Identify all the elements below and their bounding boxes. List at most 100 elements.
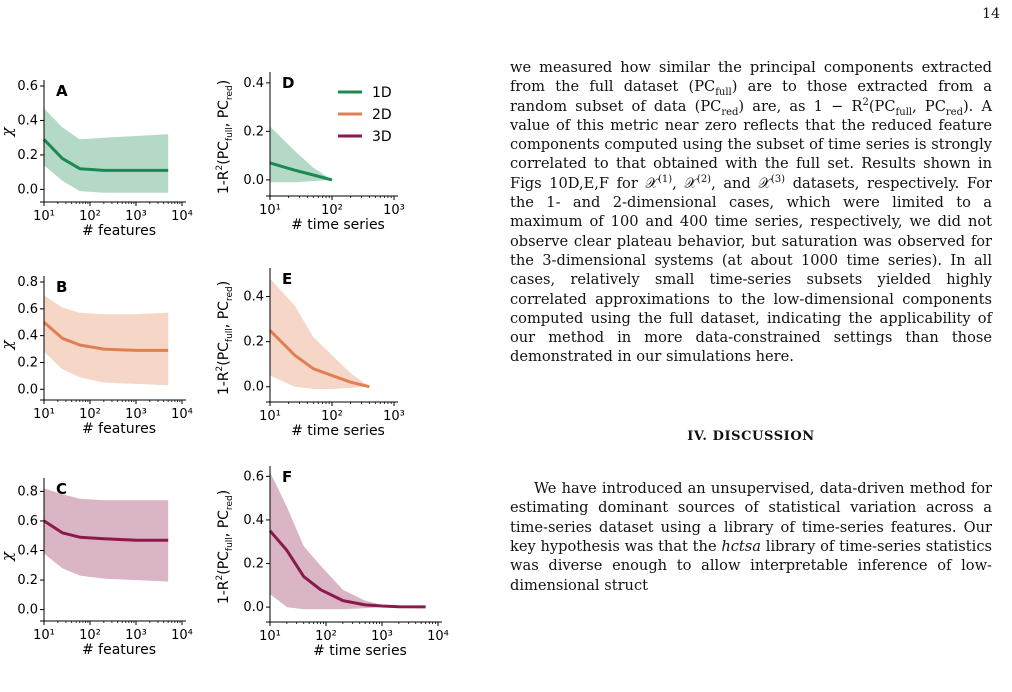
panel-b-xtick-label: 10²	[79, 407, 101, 422]
ylabel-part: , PC	[216, 510, 232, 537]
panel-f-ytick-label: 0.2	[243, 557, 264, 572]
panel-f-xtick-label: 10²	[315, 629, 337, 644]
panel-a-ytick-label: 0.0	[17, 182, 38, 197]
panel-a-xtick-label: 10¹	[33, 209, 55, 224]
panel-b-ytick-label: 0.4	[17, 329, 38, 344]
panel-c-letter: C	[56, 480, 67, 498]
panel-e-series-line	[268, 329, 370, 389]
panel-c-ytick-label: 0.6	[17, 514, 38, 529]
legend-label-3d: 3D	[372, 129, 392, 145]
panel-f-xtick-label: 10¹	[259, 629, 281, 644]
panel-b-xtick-label: 10⁴	[171, 407, 193, 422]
panel-b-xtick-label: 10¹	[33, 407, 55, 422]
panel-d-xlabel: # time series	[291, 217, 385, 233]
panel-e-xtick-label: 10²	[321, 409, 343, 424]
legend-label-2d: 2D	[372, 107, 392, 123]
ylabel-part: red	[225, 85, 235, 100]
panel-f-ytick-label: 0.6	[243, 469, 264, 484]
panel-a-ylabel: χ	[0, 127, 16, 138]
panel-d-ylabel: 1-R2​(PCfull​, PCred​)	[215, 80, 235, 194]
ylabel-part: , PC	[216, 100, 232, 127]
panel-d-series-line	[269, 161, 333, 182]
panel-e-letter: E	[282, 270, 292, 288]
ylabel-part: , PC	[216, 301, 232, 328]
panel-c-xtick-label: 10²	[79, 628, 101, 643]
legend-label-1d: 1D	[372, 85, 392, 101]
panel-a-xlabel: # features	[82, 223, 156, 239]
panel-f-ytick-label: 0.4	[243, 513, 264, 528]
panel-d-error-band	[270, 126, 332, 183]
panel-b-ytick-label: 0.6	[17, 302, 38, 317]
section-heading-discussion: IV. DISCUSSION	[687, 428, 815, 444]
panel-a-ytick-label: 0.2	[17, 148, 38, 163]
panel-e-ytick-label: 0.4	[243, 290, 264, 305]
ylabel-part: 2	[215, 575, 225, 581]
panel-c-ytick-label: 0.2	[17, 573, 38, 588]
ylabel-part: (PC	[216, 141, 232, 165]
panel-a-xtick-label: 10³	[125, 209, 147, 224]
panel-e-ylabel: 1-R2​(PCfull​, PCred​)	[215, 281, 235, 395]
panel-f-xtick-label: 10⁴	[427, 629, 449, 644]
ylabel-part: 1-R	[216, 170, 232, 194]
panel-a-xtick-label: 10²	[79, 209, 101, 224]
panel-c-ytick-label: 0.0	[17, 603, 38, 618]
panel-b-ytick-label: 0.2	[17, 355, 38, 370]
panel-b-error-band	[44, 295, 169, 386]
panel-e-ytick-label: 0.0	[243, 380, 264, 395]
text-column: we measured how similar the principal co…	[510, 58, 992, 595]
panel-f-xlabel: # time series	[313, 643, 407, 659]
panel-c-series-line	[43, 519, 169, 542]
ylabel-part: red	[225, 286, 235, 301]
ylabel-part: )	[216, 80, 232, 85]
panel-f-error-band	[270, 472, 426, 610]
ylabel-part: full	[225, 537, 235, 551]
ylabel-part: (PC	[216, 342, 232, 366]
panel-b-ylabel: χ	[0, 340, 16, 351]
panel-c-xtick-label: 10⁴	[171, 628, 193, 643]
figure-svg: 0.0 0.2 0.4 0.6 10¹ 10² 10³ 10⁴ # features A 0.0 0.…	[0, 72, 449, 659]
panel-c-xlabel: # features	[82, 642, 156, 658]
panel-d-xtick-label: 10³	[383, 203, 405, 218]
panel-b-series-line	[43, 321, 169, 352]
panel-d-ytick-label: 0.2	[243, 124, 264, 139]
panel-a-letter: A	[56, 82, 68, 100]
panel-f-series-line	[268, 529, 426, 609]
ylabel-part: red	[225, 495, 235, 510]
panel-d-xtick-label: 10²	[321, 203, 343, 218]
ylabel-part: full	[225, 328, 235, 342]
panel-c-xtick-label: 10³	[125, 628, 147, 643]
ylabel-part: 1-R	[216, 371, 232, 395]
panel-b-xtick-label: 10³	[125, 407, 147, 422]
ylabel-part: 1-R	[216, 580, 232, 604]
ylabel-part: )	[216, 490, 232, 495]
panel-f-ylabel: 1-R2​(PCfull​, PCred​)	[215, 490, 235, 604]
panel-c-xtick-label: 10¹	[33, 628, 55, 643]
panel-c-ytick-label: 0.8	[17, 484, 38, 499]
paragraph-discussion: We have introduced an unsupervised, data…	[510, 480, 992, 594]
panel-d-ytick-label: 0.0	[243, 173, 264, 188]
panel-f-letter: F	[282, 468, 292, 486]
ylabel-part: (PC	[216, 551, 232, 575]
panel-f-ytick-label: 0.0	[243, 600, 264, 615]
panel-b-letter: B	[56, 278, 67, 296]
ylabel-part: )	[216, 281, 232, 286]
panel-d-ytick-label: 0.4	[243, 76, 264, 91]
panel-a-series-line	[42, 138, 169, 172]
panel-a-ytick-label: 0.4	[17, 113, 38, 128]
paragraph-results: we measured how similar the principal co…	[510, 59, 992, 366]
panel-b-xlabel: # features	[82, 421, 156, 437]
panel-d-xtick-label: 10¹	[259, 203, 281, 218]
page-number: 14	[982, 6, 1000, 22]
panel-e-xlabel: # time series	[291, 423, 385, 439]
ylabel-part: full	[225, 127, 235, 141]
figure-10: 0.0 0.2 0.4 0.6 10¹ 10² 10³ 10⁴ # features A 0.0 0.…	[0, 60, 470, 692]
panel-a-ytick-label: 0.6	[17, 79, 38, 94]
ylabel-part: 2	[215, 366, 225, 372]
panel-a-error-band	[44, 108, 169, 193]
panel-c-ytick-label: 0.4	[17, 544, 38, 559]
ylabel-part: 2	[215, 165, 225, 171]
panel-f-xtick-label: 10³	[371, 629, 393, 644]
panel-a-xtick-label: 10⁴	[171, 209, 193, 224]
panel-b-ytick-label: 0.8	[17, 275, 38, 290]
panel-b-ytick-label: 0.0	[17, 382, 38, 397]
